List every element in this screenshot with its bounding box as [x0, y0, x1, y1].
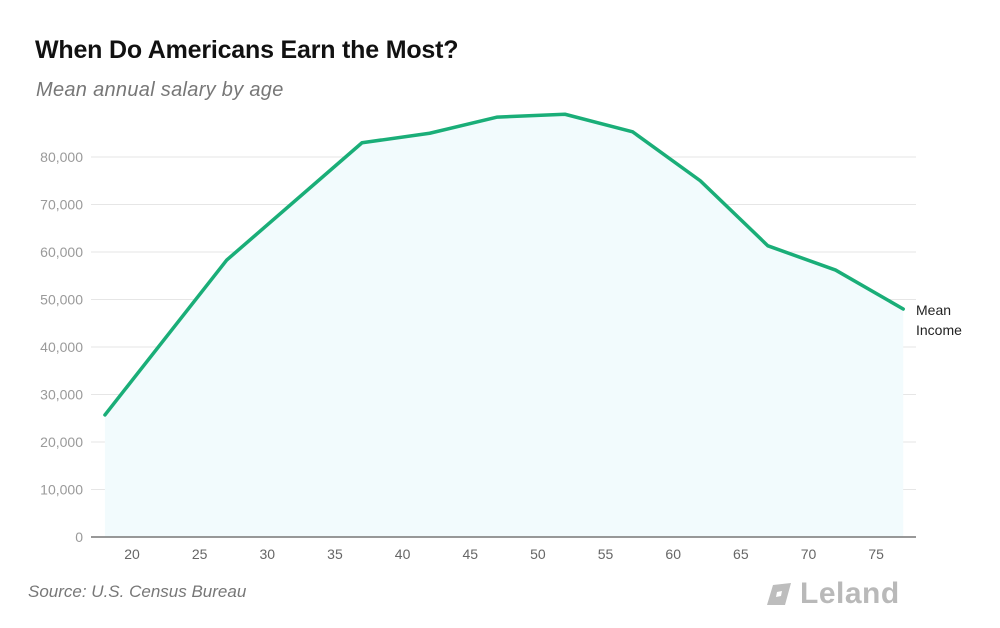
- brand-logo: Leland: [766, 577, 900, 611]
- x-tick-label: 45: [462, 546, 478, 562]
- y-tick-label: 10,000: [40, 482, 83, 498]
- y-axis-ticks: 0 10,000 20,000 30,000 40,000 50,000 60,000 70,…: [40, 149, 83, 545]
- y-tick-label: 40,000: [40, 339, 83, 355]
- brand-name: Leland: [800, 577, 900, 610]
- chart-title: When Do Americans Earn the Most?: [35, 36, 459, 64]
- series-label: Mean: [916, 302, 951, 318]
- x-tick-label: 60: [665, 546, 681, 562]
- x-tick-label: 25: [192, 546, 208, 562]
- source-note: Source: U.S. Census Bureau: [28, 582, 247, 601]
- y-tick-label: 50,000: [40, 292, 83, 308]
- y-tick-label: 60,000: [40, 244, 83, 260]
- y-tick-label: 20,000: [40, 434, 83, 450]
- y-tick-label: 30,000: [40, 387, 83, 403]
- x-axis-ticks: 20 25 30 35 40 45 50 55 60 65 70 75: [124, 546, 884, 562]
- x-tick-label: 30: [260, 546, 276, 562]
- x-tick-label: 20: [124, 546, 140, 562]
- series-label: Income: [916, 322, 962, 338]
- y-tick-label: 70,000: [40, 197, 83, 213]
- x-tick-label: 40: [395, 546, 411, 562]
- y-tick-label: 80,000: [40, 149, 83, 165]
- y-tick-label: 0: [75, 529, 83, 545]
- x-tick-label: 70: [801, 546, 817, 562]
- series-line-mean-income: [103, 112, 905, 417]
- x-tick-label: 65: [733, 546, 749, 562]
- area-fill: [104, 114, 904, 537]
- leland-logo-icon: [767, 583, 791, 605]
- x-tick-label: 55: [598, 546, 614, 562]
- x-tick-label: 35: [327, 546, 343, 562]
- x-tick-label: 75: [868, 546, 884, 562]
- chart-subtitle: Mean annual salary by age: [36, 79, 284, 101]
- x-tick-label: 50: [530, 546, 546, 562]
